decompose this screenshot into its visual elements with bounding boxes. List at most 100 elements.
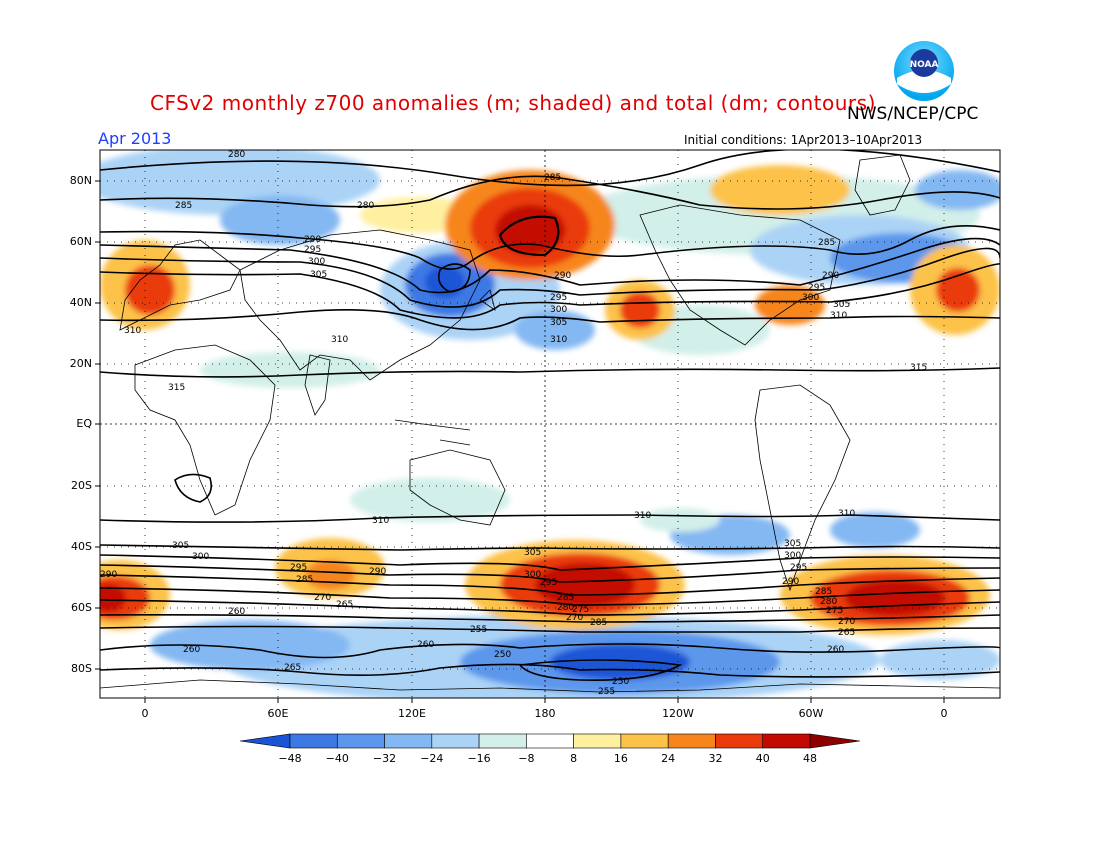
- colorbar-min-arrow: [239, 733, 291, 749]
- contour-label: 315: [910, 363, 927, 373]
- contour-label: 295: [290, 563, 307, 573]
- contour-label: 295: [540, 578, 557, 588]
- lon-label: 0: [141, 707, 149, 720]
- contour-label: 265: [284, 663, 301, 673]
- colorbar-swatch: [384, 733, 433, 749]
- lat-label: 60N: [69, 235, 92, 248]
- contour-label: 310: [124, 326, 141, 336]
- contour-label: 300: [802, 293, 819, 303]
- noaa-logo-icon: NOAA: [894, 41, 954, 101]
- colorbar-swatch: [289, 733, 338, 749]
- contour-label: 275: [826, 606, 843, 616]
- colorbar-swatch: [573, 733, 622, 749]
- colorbar-tick-label: 24: [661, 752, 676, 765]
- contour-label: 270: [314, 593, 331, 603]
- lat-label: 80N: [69, 174, 92, 187]
- contour-label: 305: [550, 318, 567, 328]
- contour-label: 265: [838, 628, 855, 638]
- contour-label: 305: [524, 548, 541, 558]
- contour-label: 300: [308, 257, 325, 267]
- contour-label: 280: [228, 150, 245, 160]
- contour-label: 285: [544, 173, 561, 183]
- contour-label: 300: [784, 551, 801, 561]
- contour-label: 290: [100, 570, 117, 580]
- colorbar-tick-label: 8: [570, 752, 578, 765]
- forecast-period: Apr 2013: [98, 129, 172, 148]
- lat-label: 80S: [71, 662, 92, 675]
- contour-label: 310: [838, 509, 855, 519]
- contour-label: 300: [550, 305, 567, 315]
- contour-label: 280: [357, 201, 374, 211]
- colorbar-tick-label: −24: [420, 752, 444, 765]
- colorbar-max-arrow: [809, 733, 861, 749]
- colorbar-swatch: [715, 733, 764, 749]
- contour-label: 285: [296, 575, 313, 585]
- colorbar-tick-label: −16: [467, 752, 491, 765]
- colorbar: [239, 733, 861, 749]
- contour-label: 260: [183, 645, 200, 655]
- contour-label: 265: [336, 600, 353, 610]
- colorbar-tick-label: −32: [372, 752, 397, 765]
- lat-label: 20N: [69, 357, 92, 370]
- contour-label: 305: [172, 541, 189, 551]
- chart-title: CFSv2 monthly z700 anomalies (m; shaded)…: [150, 91, 876, 115]
- agency-label: NWS/NCEP/CPC: [847, 104, 979, 124]
- contour-label: 285: [590, 618, 607, 628]
- contour-label: 260: [228, 607, 245, 617]
- contour-label: 285: [818, 238, 835, 248]
- contour-label: 300: [524, 570, 541, 580]
- contour-label: 310: [634, 511, 651, 521]
- lon-label: 60E: [267, 707, 289, 720]
- colorbar-tick-label: −8: [518, 752, 535, 765]
- contour-label: 290: [554, 271, 571, 281]
- colorbar-swatch: [667, 733, 716, 749]
- contour-label: 290: [369, 567, 386, 577]
- colorbar-swatch: [431, 733, 480, 749]
- contour-label: 295: [808, 283, 825, 293]
- lat-label: 60S: [71, 601, 92, 614]
- colorbar-tick-label: 40: [755, 752, 770, 765]
- contour-labels: 280 285 285 280 290 295 300 305 310 310 …: [100, 150, 927, 697]
- colorbar-swatch: [762, 733, 811, 749]
- contour-label: 310: [550, 335, 567, 345]
- lat-label: 40N: [69, 296, 92, 309]
- lon-label: 180: [534, 707, 556, 720]
- colorbar-tick-label: 32: [708, 752, 723, 765]
- contour-label: 305: [310, 270, 327, 280]
- contour-label: 300: [192, 552, 209, 562]
- contour-label: 285: [815, 587, 832, 597]
- contour-label: 250: [494, 650, 511, 660]
- lat-label: 20S: [71, 479, 92, 492]
- coastlines: [100, 154, 1000, 693]
- colorbar-swatch: [620, 733, 669, 749]
- contour-label: 260: [417, 640, 434, 650]
- contour-label: 310: [331, 335, 348, 345]
- contour-label: 295: [550, 293, 567, 303]
- contour-label: 255: [598, 687, 615, 697]
- colorbar-swatch: [336, 733, 385, 749]
- contour-label: 305: [784, 539, 801, 549]
- lat-label: 40S: [71, 540, 92, 553]
- lon-label: 0: [940, 707, 948, 720]
- contour-label: 290: [822, 271, 839, 281]
- contour-label: 295: [304, 245, 321, 255]
- contour-label: 280: [820, 597, 837, 607]
- colorbar-tick-label: −48: [278, 752, 302, 765]
- contour-label: 285: [175, 201, 192, 211]
- contour-label: 260: [827, 645, 844, 655]
- contour-label: 255: [470, 625, 487, 635]
- axis-ticks: [95, 180, 945, 703]
- contour-label: 285: [557, 593, 574, 603]
- contour-label: 270: [566, 613, 583, 623]
- initial-conditions: Initial conditions: 1Apr2013–10Apr2013: [684, 133, 923, 147]
- grid-lines: [100, 150, 1000, 698]
- contour-label: 270: [838, 617, 855, 627]
- colorbar-tick-label: −40: [325, 752, 349, 765]
- colorbar-swatch: [478, 733, 527, 749]
- contour-label: 310: [372, 516, 389, 526]
- lon-label: 120E: [398, 707, 426, 720]
- colorbar-tick-label: 48: [803, 752, 817, 765]
- lat-label: EQ: [76, 417, 92, 430]
- colorbar-tick-label: 16: [613, 752, 628, 765]
